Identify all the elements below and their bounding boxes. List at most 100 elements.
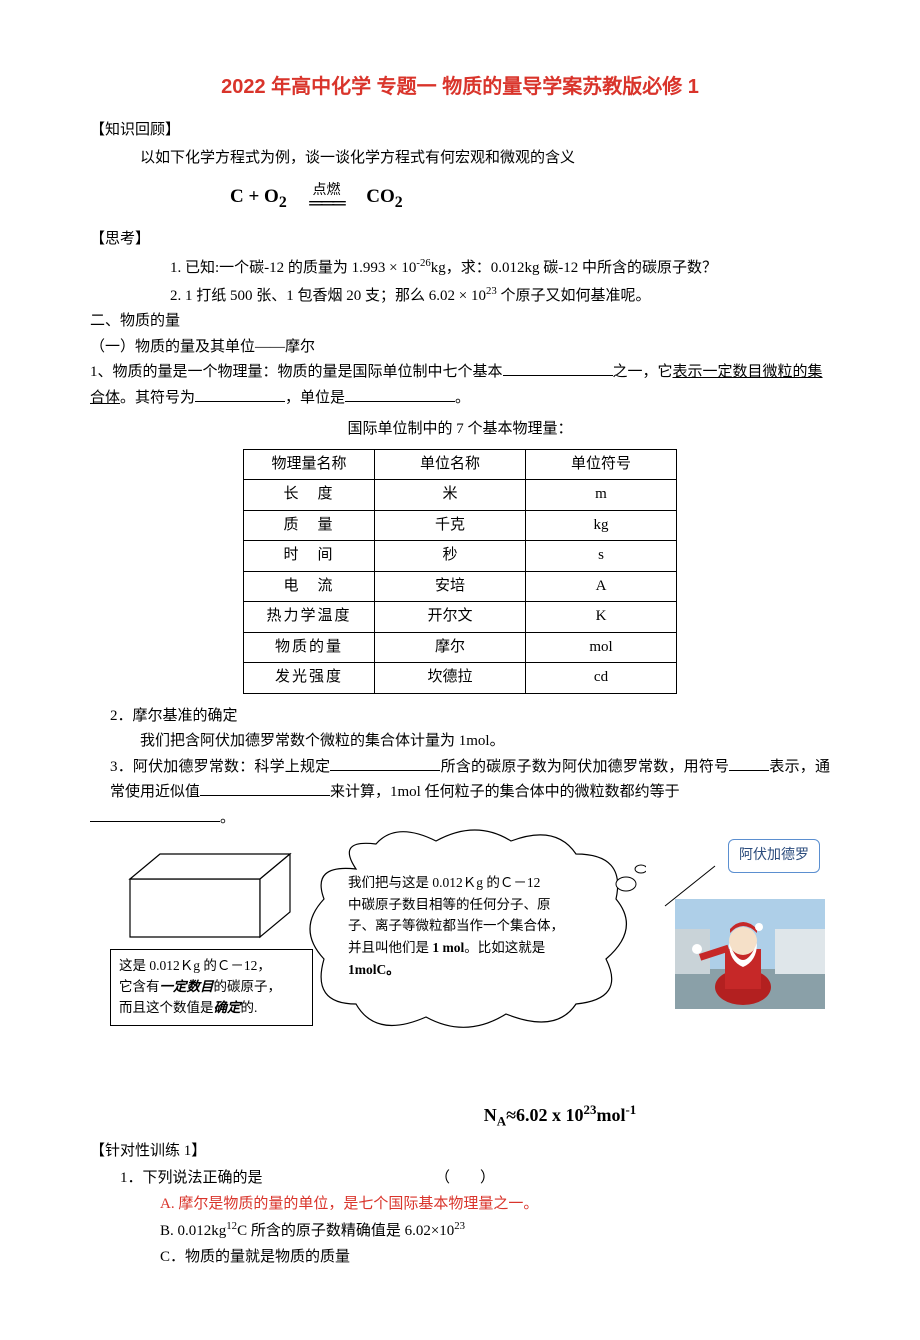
review-line: 以如下化学方程式为例，谈一谈化学方程式有何宏观和微观的含义 [140,146,830,172]
chemical-equation: C + O2 点燃 ═══ CO2 [230,181,830,217]
naA: A [497,1114,506,1129]
blank-6 [200,780,330,796]
cell: 千克 [375,510,526,541]
cell: 发光强度 [244,663,375,694]
cell: 秒 [375,541,526,572]
cell: mol [526,632,677,663]
c12-l3: 而且这个数值是确定的. [119,998,304,1019]
table-caption: 国际单位制中的 7 个基本物理量： [90,417,830,443]
b2: C 所含的原子数精确值是 6.02×10 [237,1223,454,1239]
cl2: 中碳原子数目相等的任何分子、原 [348,894,598,916]
table-row: 热力学温度开尔文K [244,602,677,633]
cuboid-icon [120,849,300,939]
t2a: 2. 1 打纸 500 张、1 包香烟 20 支；那么 6.02 × 10 [170,288,486,304]
namid: ≈6.02 x 10 [506,1105,583,1125]
cell: 时 间 [244,541,375,572]
t1a: 1. 已知:一个碳-12 的质量为 1.993 × 10 [170,260,416,276]
th-unit: 单位名称 [375,449,526,480]
si-units-table: 物理量名称 单位名称 单位符号 长 度米m 质 量千克kg 时 间秒s 电 流安… [243,449,677,694]
concept-diagram: 这是 0.012Ｋg 的Ｃ－12， 它含有一定数目的碳原子， 而且这个数值是确定… [110,839,830,1099]
cell: 开尔文 [375,602,526,633]
s5a: 3．阿伏加德罗常数：科学上规定 [110,759,330,775]
question-1: 1．下列说法正确的是 （ ） [120,1166,830,1192]
s5e: 。 [220,810,235,826]
cl3: 子、离子等微粒都当作一个集合体， [348,915,598,937]
table-header-row: 物理量名称 单位名称 单位符号 [244,449,677,480]
blank-1 [503,360,613,376]
cell: A [526,571,677,602]
b12: 12 [226,1220,237,1232]
cl1: 我们把与这是 0.012Ｋg 的Ｃ－12 [348,872,598,894]
think-line-1: 1. 已知:一个碳-12 的质量为 1.993 × 10-26kg，求：0.01… [170,254,830,282]
cell: 米 [375,480,526,511]
t2b: 个原子又如何基准呢。 [497,288,651,304]
cell: s [526,541,677,572]
cell: cd [526,663,677,694]
option-a: A. 摩尔是物质的量的单位，是七个国际基本物理量之一。 [160,1192,830,1218]
namol: mol [596,1105,625,1125]
cl4: 并且叫他们是 1 mol。比如这就是 [348,937,598,959]
table-row: 电 流安培A [244,571,677,602]
cell: kg [526,510,677,541]
cell: 摩尔 [375,632,526,663]
eq-sub-co2: 2 [395,194,403,211]
p1a: 1、物质的量是一个物理量：物质的量是国际单位制中七个基本 [90,364,503,380]
eq-arrow: 点燃 ═══ [292,184,362,211]
thought-cloud: 我们把与这是 0.012Ｋg 的Ｃ－12 中碳原子数目相等的任何分子、原 子、离… [320,844,620,1024]
cl4b: 1 mol [432,940,464,955]
cell: 长 度 [244,480,375,511]
cell: 坎德拉 [375,663,526,694]
b23: 23 [454,1220,465,1232]
heading-2-1: （一）物质的量及其单位——摩尔 [90,335,830,361]
p1d: ，单位是 [285,390,345,406]
naN: N [484,1105,497,1125]
c12l3k: 确定 [214,1000,241,1015]
th-symbol: 单位符号 [526,449,677,480]
t1exp: -26 [416,257,430,269]
cl4c: 。比如这就是 [464,940,545,955]
c12l2b: 的碳原子， [214,979,282,994]
s5b: 所含的碳原子数为阿伏加德罗常数，用符号 [440,759,729,775]
b1: B. 0.012kg [160,1223,226,1239]
p1c: 。其符号为 [120,390,195,406]
c12-l1: 这是 0.012Ｋg 的Ｃ－12， [119,956,304,977]
avogadro-label: 阿伏加德罗 [728,839,820,873]
cell: 热力学温度 [244,602,375,633]
cl5: 1molC。 [348,959,598,981]
table-row: 发光强度坎德拉cd [244,663,677,694]
t2exp: 23 [486,285,497,297]
naneg1: -1 [625,1102,636,1117]
avogadro-para-2: 。 [90,806,830,832]
mole-std-p: 我们把含阿伏加德罗常数个微粒的集合体计量为 1mol。 [140,729,830,755]
table-row: 物质的量摩尔mol [244,632,677,663]
blank-2 [195,386,285,402]
heading-2: 二、物质的量 [90,309,830,335]
cell: K [526,602,677,633]
section-exercise-head: 【针对性训练 1】 [90,1139,830,1165]
table-row: 质 量千克kg [244,510,677,541]
c12l2k: 一定数目 [160,979,214,994]
cloud-text: 我们把与这是 0.012Ｋg 的Ｃ－12 中碳原子数目相等的任何分子、原 子、离… [348,872,598,980]
p1e: 。 [455,390,470,406]
c12l3a: 而且这个数值是 [119,1000,214,1015]
table-row: 时 间秒s [244,541,677,572]
blank-4 [330,755,440,771]
santa-photo-icon [675,899,825,1009]
think-line-2: 2. 1 打纸 500 张、1 包香烟 20 支；那么 6.02 × 1023 … [170,282,830,310]
blank-5 [729,755,769,771]
blank-7 [90,806,220,822]
mole-std-head: 2．摩尔基准的确定 [110,704,830,730]
c12-caption-box: 这是 0.012Ｋg 的Ｃ－12， 它含有一定数目的碳原子， 而且这个数值是确定… [110,949,313,1026]
cell: 物质的量 [244,632,375,663]
na-formula: NA≈6.02 x 1023mol-1 [290,1099,830,1133]
s5d: 来计算，1mol 任何粒子的集合体中的微粒数都约等于 [330,784,680,800]
option-b: B. 0.012kg12C 所含的原子数精确值是 6.02×1023 [160,1217,830,1245]
p1b: 之一，它 [613,364,673,380]
blank-3 [345,386,455,402]
para-amount: 1、物质的量是一个物理量：物质的量是国际单位制中七个基本之一，它表示一定数目微粒… [90,360,830,411]
cell: m [526,480,677,511]
c12l3b: 的. [241,1000,258,1015]
cell: 安培 [375,571,526,602]
t1b: kg，求：0.012kg 碳-12 中所含的碳原子数？ [431,260,717,276]
cl5b: 1molC。 [348,962,400,977]
